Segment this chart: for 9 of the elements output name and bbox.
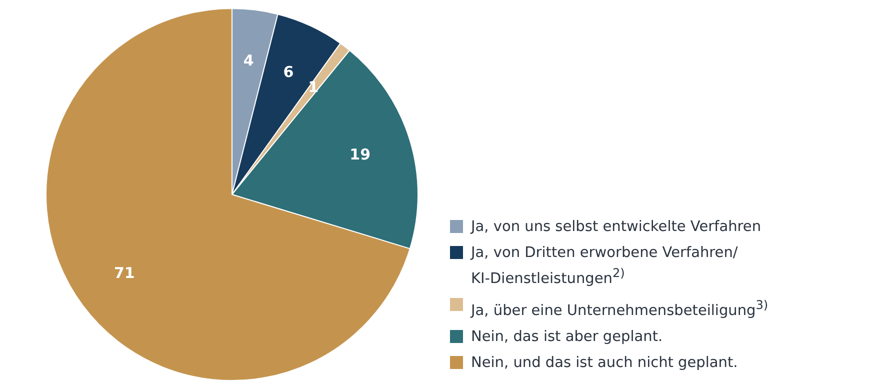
legend-label: Nein, und das ist auch nicht geplant. xyxy=(471,355,738,371)
data-label: 6 xyxy=(283,62,294,81)
legend-label: Nein, das ist aber geplant. xyxy=(471,329,663,345)
legend-label: Ja, von uns selbst entwickelte Verfahren xyxy=(471,219,762,236)
data-label: 19 xyxy=(350,145,371,164)
legend-label: Ja, von Dritten erworbene Verfahren/ KI-Dienstleistungen$^{2)}$ xyxy=(471,245,738,288)
legend-label: Ja, über eine Unternehmensbeteiligung$^{3)}$ xyxy=(471,298,768,319)
data-label: 71 xyxy=(114,264,135,282)
data-label: 4 xyxy=(243,52,254,70)
